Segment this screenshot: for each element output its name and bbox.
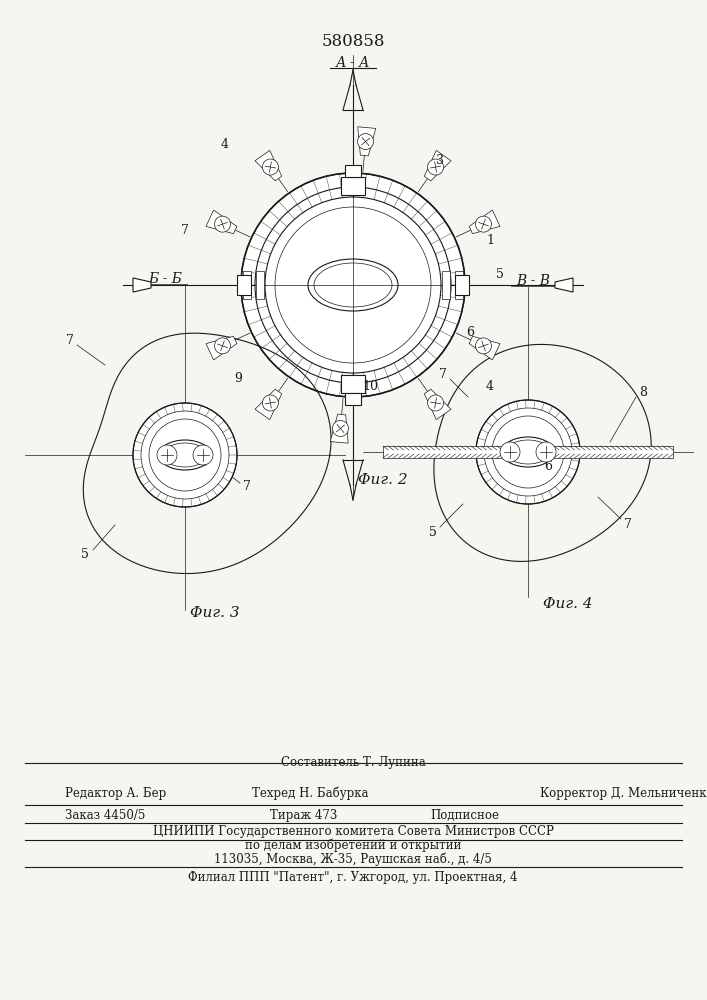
Text: 4: 4 (486, 379, 494, 392)
Bar (345, 165, 361, 177)
Circle shape (133, 403, 237, 507)
Text: 7: 7 (624, 518, 632, 530)
Text: Тираж 473: Тираж 473 (270, 809, 337, 822)
Polygon shape (358, 127, 375, 156)
Circle shape (262, 159, 279, 175)
Text: 7: 7 (243, 481, 251, 493)
Polygon shape (255, 150, 281, 181)
Circle shape (214, 216, 230, 232)
Bar (455, 275, 469, 295)
Text: 7: 7 (439, 367, 447, 380)
Bar (256, 271, 264, 299)
Polygon shape (255, 389, 281, 420)
Ellipse shape (308, 259, 398, 311)
Polygon shape (424, 389, 451, 420)
Polygon shape (555, 278, 573, 292)
Circle shape (157, 445, 177, 465)
Text: Филиал ППП "Патент", г. Ужгород, ул. Проектная, 4: Филиал ППП "Патент", г. Ужгород, ул. Про… (188, 871, 518, 884)
Bar (237, 275, 251, 295)
Circle shape (262, 395, 279, 411)
Circle shape (241, 173, 465, 397)
Text: 3: 3 (436, 153, 444, 166)
Text: по делам изобретений и открытий: по делам изобретений и открытий (245, 839, 461, 852)
Text: 5: 5 (496, 268, 504, 282)
Circle shape (358, 134, 373, 150)
Polygon shape (469, 210, 500, 234)
Bar (341, 177, 365, 195)
Polygon shape (206, 210, 237, 234)
Text: 8: 8 (639, 385, 647, 398)
Ellipse shape (502, 437, 554, 467)
Circle shape (476, 216, 491, 232)
Circle shape (193, 445, 213, 465)
Polygon shape (424, 150, 451, 181)
Text: 4: 4 (221, 138, 229, 151)
Text: Заказ 4450/5: Заказ 4450/5 (65, 809, 146, 822)
Text: Корректор Д. Мельниченко: Корректор Д. Мельниченко (540, 787, 707, 800)
Text: В - В: В - В (516, 274, 550, 288)
Bar (345, 393, 361, 405)
Text: 113035, Москва, Ж-35, Раушская наб., д. 4/5: 113035, Москва, Ж-35, Раушская наб., д. … (214, 853, 492, 866)
Text: Редактор А. Бер: Редактор А. Бер (65, 787, 166, 800)
Text: Составитель Т. Лупина: Составитель Т. Лупина (281, 756, 426, 769)
Text: Подписное: Подписное (430, 809, 499, 822)
Text: 5: 5 (429, 526, 437, 538)
Text: Б - Б: Б - Б (148, 272, 182, 286)
Bar (383, 446, 673, 458)
Circle shape (428, 395, 443, 411)
Circle shape (476, 400, 580, 504)
Polygon shape (469, 336, 500, 360)
Text: Φиг. 3: Φиг. 3 (190, 606, 240, 620)
Circle shape (332, 420, 349, 436)
Circle shape (500, 442, 520, 462)
Bar (442, 271, 450, 299)
Text: Техред Н. Бабурка: Техред Н. Бабурка (252, 787, 368, 800)
Circle shape (214, 338, 230, 354)
Ellipse shape (159, 440, 211, 470)
Bar (243, 271, 251, 299)
Text: Φиг. 4: Φиг. 4 (543, 597, 592, 611)
Polygon shape (330, 414, 348, 443)
Text: 1: 1 (486, 233, 494, 246)
Text: ЦНИИПИ Государственного комитета Совета Министров СССР: ЦНИИПИ Государственного комитета Совета … (153, 825, 554, 838)
Circle shape (428, 159, 443, 175)
Circle shape (476, 338, 491, 354)
Bar (455, 271, 463, 299)
Polygon shape (133, 278, 151, 292)
Text: Φиг. 2: Φиг. 2 (358, 473, 408, 487)
Text: А - А: А - А (336, 56, 370, 70)
Text: 6: 6 (544, 460, 552, 473)
Text: 580858: 580858 (321, 33, 385, 50)
Text: 6: 6 (466, 326, 474, 338)
Text: 10: 10 (362, 379, 378, 392)
Text: 7: 7 (66, 334, 74, 347)
Bar (341, 375, 365, 393)
Text: 5: 5 (81, 548, 89, 562)
Text: 6: 6 (199, 456, 207, 470)
Text: 7: 7 (181, 224, 189, 236)
Polygon shape (206, 336, 237, 360)
Text: 9: 9 (234, 371, 242, 384)
Circle shape (536, 442, 556, 462)
